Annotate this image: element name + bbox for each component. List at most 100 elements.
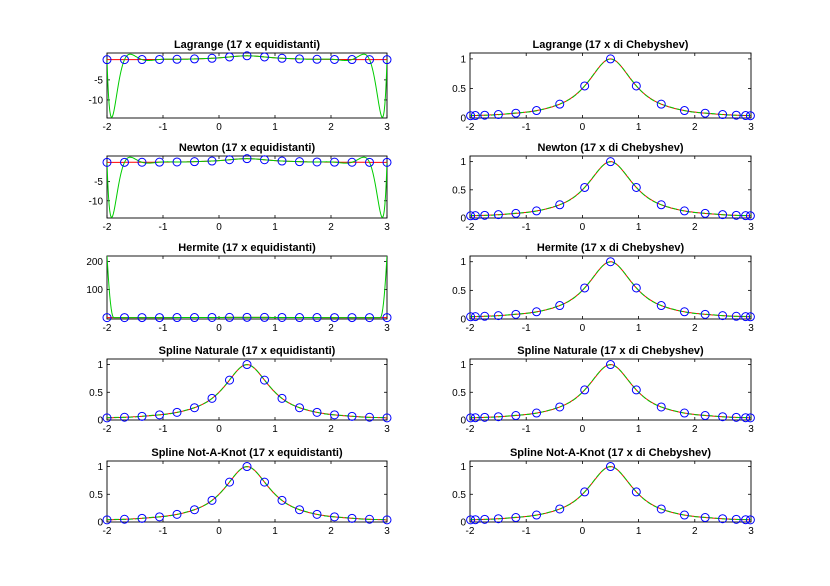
node-marker — [277, 393, 287, 403]
y-tick-label: 1 — [97, 360, 103, 371]
node-marker — [555, 99, 565, 109]
node-marker — [120, 157, 129, 167]
interpolant-line — [470, 364, 751, 419]
node-marker — [731, 210, 741, 220]
node-marker — [242, 462, 252, 472]
interpolant-line — [107, 364, 387, 419]
node-marker — [242, 51, 252, 61]
x-tick-label: -1 — [159, 526, 168, 537]
node-marker — [580, 182, 590, 192]
x-tick-label: -2 — [466, 323, 475, 334]
subplot-8: Spline Naturale (17 x di Chebyshev) -2 -1 0… — [452, 345, 755, 435]
y-tick-label: 0 — [460, 518, 466, 529]
node-marker — [480, 311, 490, 321]
node-marker — [511, 513, 521, 523]
node-marker — [718, 514, 728, 524]
x-tick-label: -1 — [522, 222, 531, 233]
node-marker — [207, 495, 217, 505]
node-marker — [120, 412, 129, 422]
node-marker — [741, 312, 751, 322]
node-marker — [741, 413, 751, 423]
node-marker — [745, 515, 755, 525]
node-marker — [190, 54, 199, 64]
node-marker — [382, 157, 392, 167]
node-marker — [470, 413, 480, 423]
node-marker — [745, 413, 755, 423]
x-tick-label: -2 — [103, 526, 112, 537]
node-marker — [225, 155, 234, 165]
node-marker — [532, 206, 542, 216]
node-marker — [466, 312, 476, 322]
node-marker — [580, 81, 590, 91]
node-marker — [580, 385, 590, 395]
node-marker — [656, 200, 666, 210]
node-marker — [656, 99, 666, 109]
node-marker — [555, 504, 565, 514]
node-marker — [260, 155, 269, 165]
node-marker — [493, 311, 503, 321]
node-marker — [718, 412, 728, 422]
node-marker — [260, 52, 269, 62]
node-marker — [277, 156, 287, 166]
x-tick-label: -1 — [159, 222, 168, 233]
node-marker — [172, 157, 182, 167]
node-marker — [312, 313, 322, 323]
node-marker — [466, 211, 476, 221]
x-tick-label: 0 — [580, 222, 586, 233]
node-marker — [277, 312, 287, 322]
node-marker — [330, 512, 339, 522]
x-tick-label: 3 — [384, 526, 390, 537]
x-tick-label: -1 — [522, 424, 531, 435]
subplot-title: Spline Naturale (17 x equidistanti) — [159, 345, 336, 357]
subplot-7: Spline Naturale (17 x equidistanti) -2 -1 0… — [89, 345, 392, 435]
y-tick-label: 0 — [460, 214, 466, 225]
node-marker — [347, 313, 357, 323]
node-marker — [741, 515, 751, 525]
node-marker — [207, 156, 217, 166]
x-tick-label: 2 — [692, 424, 698, 435]
x-tick-label: 1 — [636, 122, 642, 133]
x-tick-label: 2 — [692, 323, 698, 334]
node-marker — [347, 411, 357, 421]
node-marker — [190, 313, 199, 323]
node-marker — [606, 54, 615, 64]
node-marker — [137, 513, 147, 523]
x-tick-label: -1 — [159, 122, 168, 133]
node-marker — [382, 313, 392, 323]
node-marker — [718, 210, 728, 220]
node-marker — [155, 313, 164, 323]
x-tick-label: 0 — [580, 323, 586, 334]
subplot-title: Spline Not-A-Knot (17 x di Chebyshev) — [510, 447, 711, 459]
node-marker — [365, 157, 374, 167]
node-marker — [120, 55, 129, 65]
axes-frame — [106, 358, 388, 421]
x-tick-label: -1 — [522, 323, 531, 334]
node-marker — [102, 313, 112, 323]
node-marker — [242, 312, 252, 322]
x-tick-label: 2 — [692, 222, 698, 233]
node-marker — [312, 509, 322, 519]
x-tick-label: 1 — [272, 526, 278, 537]
x-tick-label: 3 — [748, 424, 754, 435]
node-marker — [190, 505, 199, 515]
x-tick-label: 3 — [384, 222, 390, 233]
y-tick-label: 0 — [97, 416, 103, 427]
node-marker — [330, 410, 339, 420]
y-tick-label: 1 — [460, 157, 466, 168]
node-marker — [190, 403, 199, 413]
node-marker — [631, 487, 641, 497]
x-tick-label: -1 — [522, 526, 531, 537]
node-marker — [382, 413, 392, 423]
axes-frame — [469, 155, 752, 219]
node-marker — [700, 108, 710, 118]
node-marker — [190, 157, 199, 167]
axes-frame — [106, 52, 388, 119]
node-marker — [137, 411, 147, 421]
interpolant-line — [107, 466, 387, 521]
node-marker — [631, 81, 641, 91]
node-marker — [207, 393, 217, 403]
node-marker — [330, 54, 339, 64]
node-marker — [700, 513, 710, 523]
node-marker — [606, 462, 615, 472]
node-marker — [718, 110, 728, 120]
